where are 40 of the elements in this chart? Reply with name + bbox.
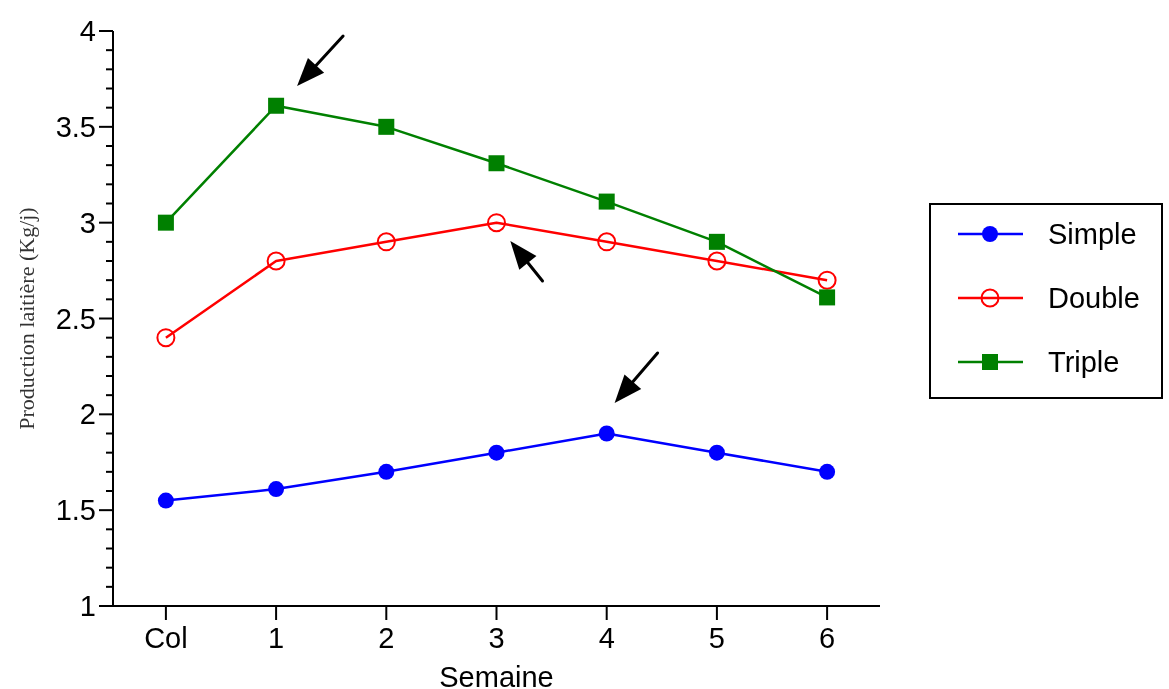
y-tick-label: 3.5	[55, 110, 96, 143]
legend-label: Simple	[1048, 218, 1137, 251]
point	[488, 444, 505, 461]
legend-label: Double	[1048, 282, 1140, 315]
point	[597, 232, 617, 252]
x-tick-label: 3	[488, 622, 505, 654]
y-tick-label: 2.5	[55, 302, 96, 335]
point	[598, 193, 615, 210]
point	[266, 251, 286, 271]
point	[598, 425, 615, 442]
point	[708, 444, 725, 461]
point	[817, 270, 837, 290]
x-tick-label: 1	[268, 622, 285, 654]
point	[819, 289, 836, 306]
x-tick-label: 6	[819, 622, 836, 654]
x-tick-label: 5	[708, 622, 725, 654]
point	[378, 463, 395, 480]
point	[819, 463, 836, 480]
y-tick-label: 3	[79, 206, 96, 239]
point	[707, 251, 727, 271]
y-axis-title: Production laitière (Kg/j)	[14, 207, 39, 430]
point	[157, 492, 174, 509]
y-tick-label: 2	[79, 398, 96, 431]
point	[268, 97, 285, 114]
point	[708, 233, 725, 250]
x-tick-label: 4	[598, 622, 615, 654]
point	[487, 213, 506, 233]
point	[378, 118, 395, 135]
point	[268, 481, 285, 498]
x-tick-label: Col	[144, 622, 188, 654]
x-tick-label: 2	[378, 622, 395, 654]
y-tick-label: 4	[79, 15, 96, 48]
point	[156, 328, 176, 348]
y-tick-label: 1.5	[55, 494, 96, 527]
point	[157, 214, 174, 231]
y-tick-label: 1	[79, 590, 96, 623]
x-axis-title: Semaine	[439, 661, 554, 689]
legend-label: Triple	[1048, 346, 1120, 379]
point	[488, 155, 505, 172]
point	[376, 232, 396, 252]
